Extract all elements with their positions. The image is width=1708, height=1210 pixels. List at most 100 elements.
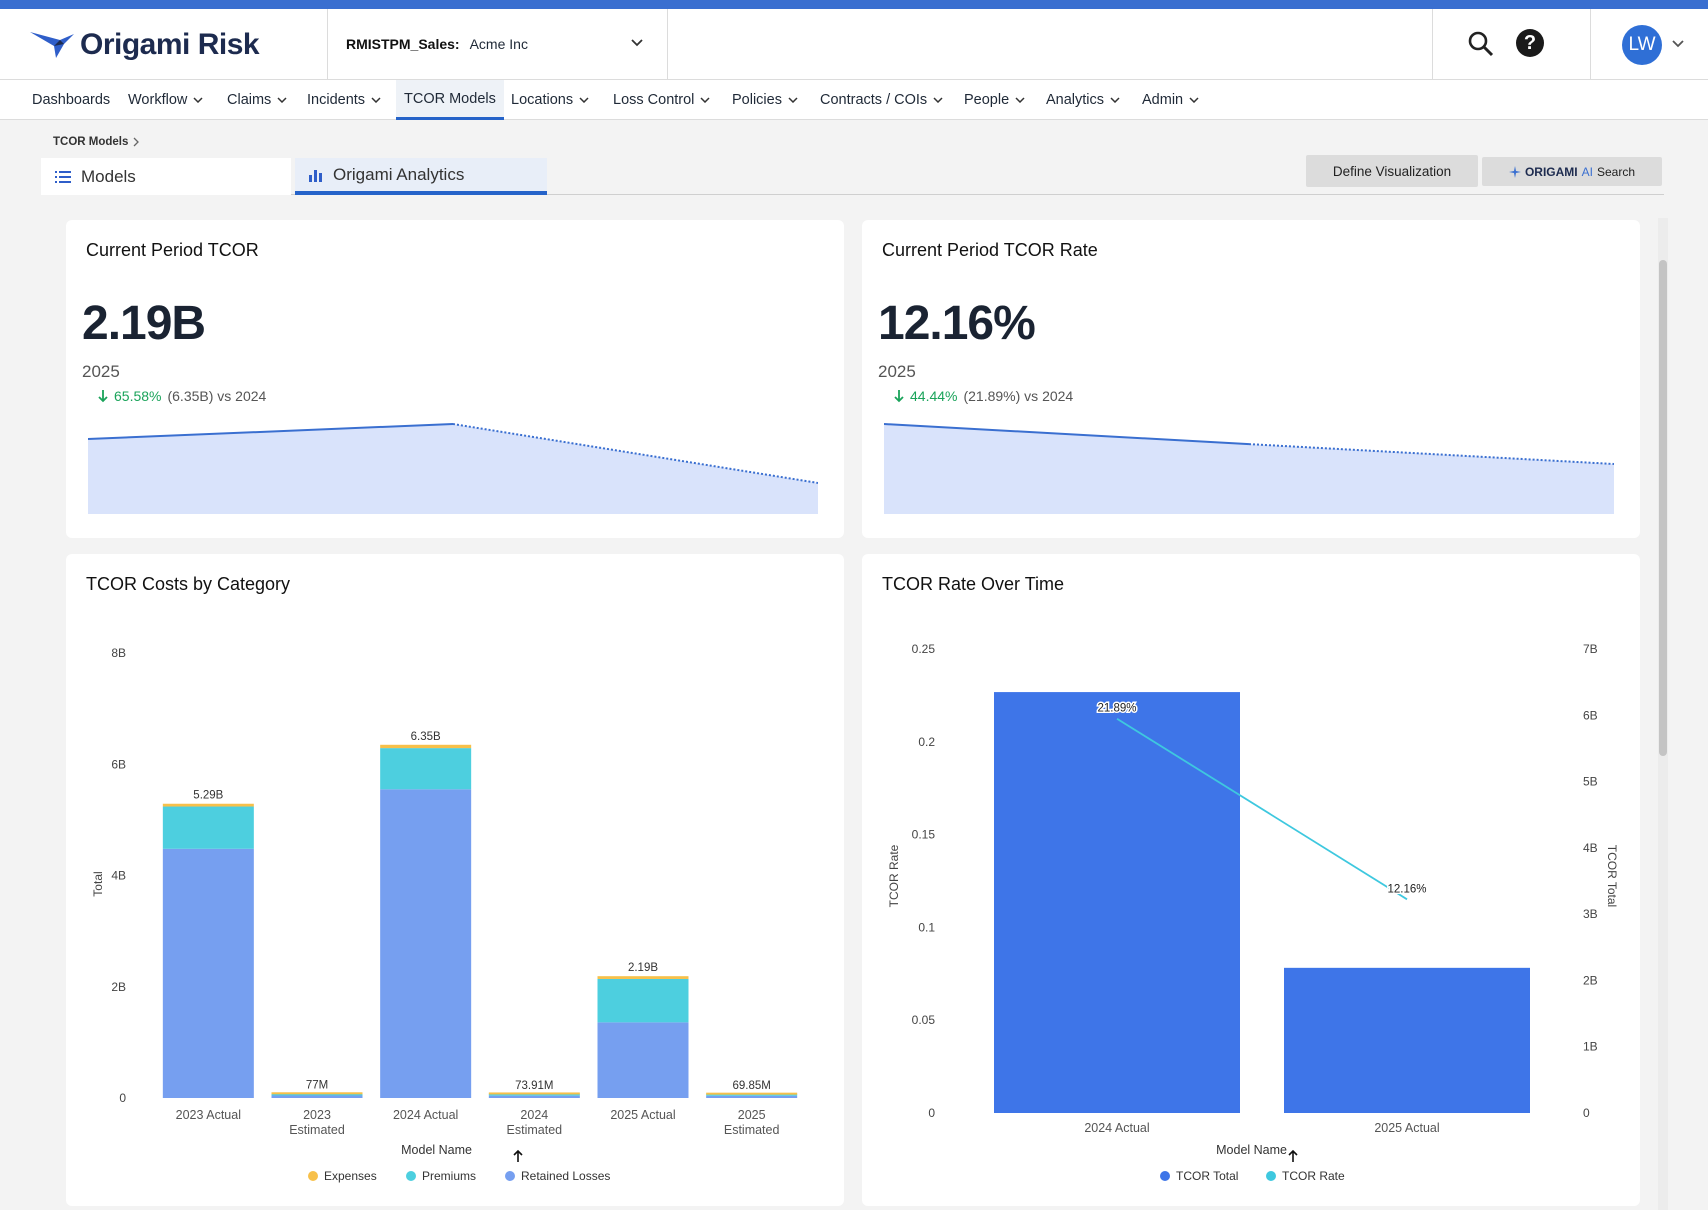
y2-tick-label: 4B: [1583, 841, 1598, 855]
kpi-card-current-tcor: Current Period TCOR 2.19B 2025 65.58% (6…: [66, 220, 844, 538]
tab-origami-analytics[interactable]: Origami Analytics: [295, 158, 547, 195]
nav-loss-control[interactable]: Loss Control: [605, 80, 718, 120]
x-tick-label: 2023: [303, 1108, 331, 1122]
origami-ai-search-button[interactable]: ORIGAMI AI Search: [1482, 157, 1662, 186]
chart-card-tcor-costs: TCOR Costs by Category 0 2B 4B 6B 8B Total 5.2…: [66, 554, 844, 1206]
nav-label: Claims: [227, 92, 272, 108]
sparkline-area: [88, 424, 818, 514]
search-icon[interactable]: [1468, 31, 1494, 57]
breadcrumb[interactable]: TCOR Models: [53, 136, 140, 148]
x-axis-label: Model Name: [1216, 1143, 1287, 1157]
header-divider: [667, 9, 668, 80]
kpi-value: 12.16%: [878, 297, 1036, 350]
bar-segment: [597, 978, 689, 1023]
y2-tick-label: 6B: [1583, 708, 1598, 722]
tab-label: Origami Analytics: [333, 164, 465, 184]
y-tick-label: 0.25: [912, 642, 936, 656]
nav-admin[interactable]: Admin: [1134, 80, 1207, 120]
kpi-delta-pct: 65.58%: [114, 388, 162, 404]
y-tick-label: 0.1: [918, 920, 935, 934]
sparkline-segment: [88, 423, 454, 441]
nav-analytics[interactable]: Analytics: [1038, 80, 1128, 120]
nav-label: Locations: [511, 92, 574, 108]
bar: [994, 692, 1240, 1113]
arrow-down-icon: [98, 390, 108, 403]
bar-total-label: 6.35B: [411, 731, 441, 743]
nav-dashboards[interactable]: Dashboards: [24, 80, 118, 120]
top-accent-bar: [0, 0, 1708, 9]
kpi-delta-rest: (6.35B) vs 2024: [167, 388, 267, 404]
nav-people[interactable]: People: [956, 80, 1033, 120]
y-tick-label: 4B: [111, 869, 126, 883]
y-tick-label: 0.05: [912, 1013, 936, 1027]
header-divider: [1432, 9, 1433, 80]
nav-label: Dashboards: [32, 92, 111, 108]
legend-marker: [308, 1171, 318, 1181]
chevron-down-icon[interactable]: [631, 39, 643, 47]
sort-arrow-up-icon: [1288, 1149, 1298, 1162]
legend-marker: [406, 1171, 416, 1181]
nav-workflow[interactable]: Workflow: [120, 80, 211, 120]
chart-title: TCOR Rate Over Time: [882, 574, 1065, 594]
line-data-label: 21.89%: [1097, 703, 1136, 715]
help-icon[interactable]: ?: [1516, 29, 1544, 57]
define-visualization-button[interactable]: Define Visualization: [1306, 155, 1478, 187]
kpi-card-current-tcor-rate: Current Period TCOR Rate 12.16% 2025 44.…: [862, 220, 1640, 538]
legend-label: TCOR Rate: [1282, 1169, 1345, 1183]
card-title: Current Period TCOR Rate: [882, 240, 1098, 260]
bar-segment: [706, 1095, 798, 1098]
logo-text: Origami Risk: [80, 28, 260, 61]
breadcrumb-item[interactable]: TCOR Models: [53, 136, 129, 148]
y2-axis-label: TCOR Total: [1605, 845, 1619, 907]
sparkline-segment-projected: [1248, 443, 1614, 466]
nav-claims[interactable]: Claims: [219, 80, 295, 120]
bar-chart-icon: [309, 169, 322, 182]
y-tick-label: 0.15: [912, 828, 936, 842]
nav-label: TCOR Models: [404, 90, 496, 107]
chevron-down-icon: [193, 97, 203, 103]
tab-models[interactable]: Models: [41, 158, 291, 195]
bar-total-label: 73.91M: [515, 1080, 553, 1092]
x-tick-label: Estimated: [724, 1123, 780, 1137]
sparkline-chart: [884, 423, 1614, 514]
bar-segment: [271, 1095, 363, 1098]
nav-tcor-models[interactable]: TCOR Models: [396, 80, 504, 120]
arrow-down-icon: [894, 390, 904, 403]
x-tick-label: 2024 Actual: [393, 1108, 458, 1122]
x-tick-label: 2025 Actual: [610, 1108, 675, 1122]
x-tick-label: 2025 Actual: [1374, 1121, 1439, 1135]
legend-label: TCOR Total: [1176, 1169, 1238, 1183]
legend-label: Expenses: [324, 1169, 377, 1183]
nav-incidents[interactable]: Incidents: [299, 80, 389, 120]
y-tick-label: 8B: [111, 646, 126, 660]
y2-tick-label: 3B: [1583, 907, 1598, 921]
nav-label: People: [964, 92, 1010, 108]
x-axis-label: Model Name: [401, 1143, 472, 1157]
bar-total-label: 5.29B: [193, 790, 223, 802]
kpi-year: 2025: [878, 362, 916, 381]
nav-label: Analytics: [1046, 92, 1105, 108]
y2-tick-label: 1B: [1583, 1040, 1598, 1054]
nav-policies[interactable]: Policies: [724, 80, 806, 120]
bar-segment: [380, 789, 472, 1098]
main-nav: Dashboards Workflow Claims Incidents TCO…: [0, 80, 1708, 120]
legend-marker: [505, 1171, 515, 1181]
legend-label: Premiums: [422, 1169, 476, 1183]
bar-segment: [380, 748, 472, 790]
nav-contracts[interactable]: Contracts / COIs: [812, 80, 951, 120]
y2-tick-label: 7B: [1583, 642, 1598, 656]
y-tick-label: 6B: [111, 757, 126, 771]
avatar[interactable]: LW: [1622, 25, 1662, 65]
list-icon: [55, 170, 71, 183]
bar-segment: [380, 744, 472, 749]
bar: [1284, 967, 1530, 1113]
chart-card-tcor-rate-over-time: TCOR Rate Over Time 0 0.05 0.1 0.15 0.2 0.25 0…: [862, 554, 1640, 1206]
nav-locations[interactable]: Locations: [503, 80, 597, 120]
org-selector[interactable]: RMISTPM_Sales: Acme Inc: [346, 36, 528, 52]
legend-marker: [1266, 1171, 1276, 1181]
scrollbar-thumb[interactable]: [1659, 260, 1667, 756]
app-logo[interactable]: Origami Risk: [30, 25, 260, 65]
chart-title: TCOR Costs by Category: [86, 574, 291, 594]
chevron-down-icon[interactable]: [1672, 40, 1684, 48]
card-title: Current Period TCOR: [86, 240, 259, 260]
